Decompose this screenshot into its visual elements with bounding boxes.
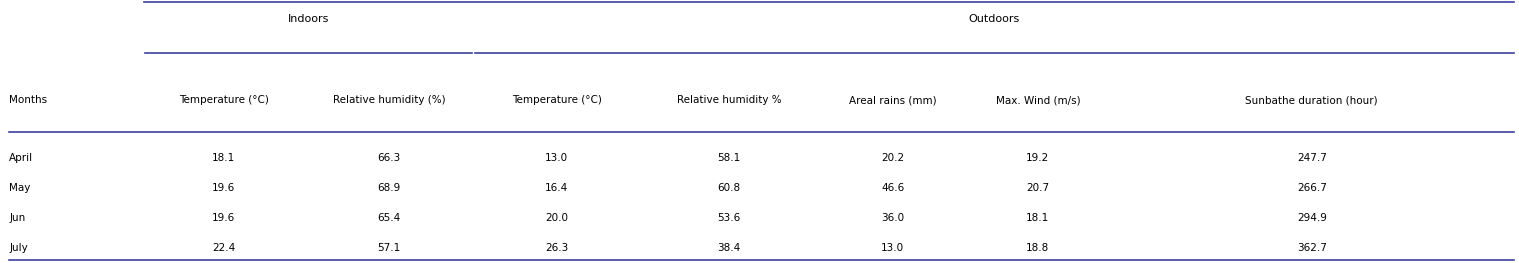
Text: Months: Months <box>9 95 47 105</box>
Text: 18.1: 18.1 <box>213 153 235 163</box>
Text: 362.7: 362.7 <box>1297 243 1326 253</box>
Text: 46.6: 46.6 <box>881 183 904 193</box>
Text: Jun: Jun <box>9 213 26 223</box>
Text: 68.9: 68.9 <box>377 183 401 193</box>
Text: 18.1: 18.1 <box>1027 213 1050 223</box>
Text: April: April <box>9 153 33 163</box>
Text: Relative humidity %: Relative humidity % <box>677 95 782 105</box>
Text: Temperature (°C): Temperature (°C) <box>179 95 269 105</box>
Text: May: May <box>9 183 30 193</box>
Text: Sunbathe duration (hour): Sunbathe duration (hour) <box>1246 95 1378 105</box>
Text: 20.2: 20.2 <box>881 153 904 163</box>
Text: Indoors: Indoors <box>289 14 330 24</box>
Text: Max. Wind (m/s): Max. Wind (m/s) <box>995 95 1080 105</box>
Text: 53.6: 53.6 <box>717 213 741 223</box>
Text: 57.1: 57.1 <box>377 243 401 253</box>
Text: 19.2: 19.2 <box>1027 153 1050 163</box>
Text: 66.3: 66.3 <box>377 153 401 163</box>
Text: 247.7: 247.7 <box>1297 153 1326 163</box>
Text: 65.4: 65.4 <box>377 213 401 223</box>
Text: 22.4: 22.4 <box>213 243 235 253</box>
Text: Areal rains (mm): Areal rains (mm) <box>849 95 936 105</box>
Text: 20.0: 20.0 <box>545 213 568 223</box>
Text: Temperature (°C): Temperature (°C) <box>512 95 602 105</box>
Text: Relative humidity (%): Relative humidity (%) <box>333 95 445 105</box>
Text: 16.4: 16.4 <box>545 183 568 193</box>
Text: 13.0: 13.0 <box>881 243 904 253</box>
Text: 19.6: 19.6 <box>213 183 235 193</box>
Text: 26.3: 26.3 <box>545 243 568 253</box>
Text: 20.7: 20.7 <box>1027 183 1050 193</box>
Text: 38.4: 38.4 <box>717 243 741 253</box>
Text: 18.8: 18.8 <box>1027 243 1050 253</box>
Text: July: July <box>9 243 27 253</box>
Text: 19.6: 19.6 <box>213 213 235 223</box>
Text: 60.8: 60.8 <box>717 183 741 193</box>
Text: 58.1: 58.1 <box>717 153 741 163</box>
Text: 13.0: 13.0 <box>545 153 568 163</box>
Text: Outdoors: Outdoors <box>969 14 1019 24</box>
Text: 294.9: 294.9 <box>1297 213 1326 223</box>
Text: 36.0: 36.0 <box>881 213 904 223</box>
Text: 266.7: 266.7 <box>1297 183 1326 193</box>
